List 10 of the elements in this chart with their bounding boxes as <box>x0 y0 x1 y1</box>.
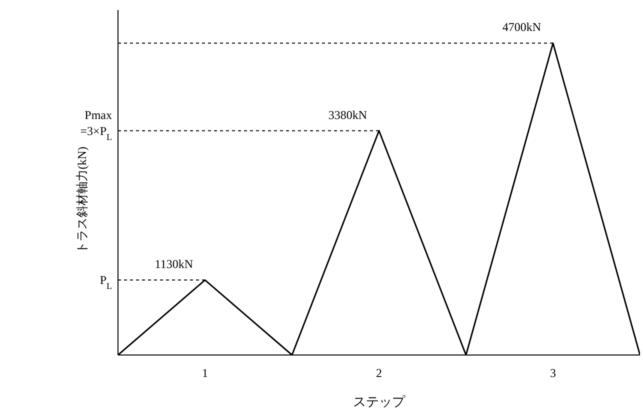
data-label: 1130kN <box>154 257 194 272</box>
text: Pmax =3×P$_{L}$ <box>80 108 112 142</box>
x-tick-label: 3 <box>550 366 556 380</box>
y-axis-title: トラス斜材軸力(kN) <box>75 146 89 254</box>
data-label: 3380kN <box>328 108 368 122</box>
x-tick-label: 1 <box>202 366 208 380</box>
x-axis-title: ステップ <box>353 394 406 409</box>
ref-line-label: P$_{L}$ <box>100 273 112 292</box>
data-label: 4700kN <box>502 20 542 34</box>
x-tick-label: 2 <box>376 366 382 380</box>
